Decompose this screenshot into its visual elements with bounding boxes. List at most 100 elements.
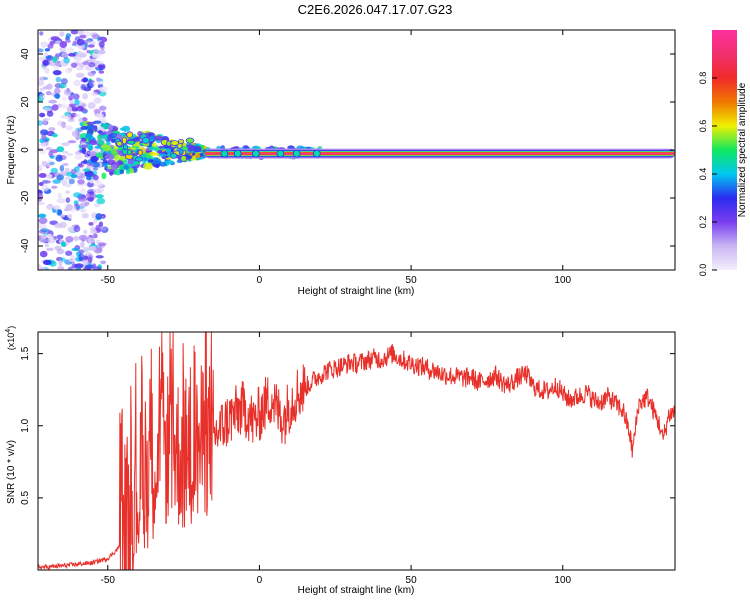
scatter-blob: [93, 108, 102, 114]
wedge-blob: [107, 159, 116, 166]
wedge-blob: [81, 137, 87, 142]
scatter-blob: [76, 267, 82, 270]
scatter-blob: [59, 47, 67, 53]
scatter-blob: [45, 91, 52, 96]
scatter-blob: [84, 201, 90, 206]
wedge-blob: [123, 164, 129, 170]
scatter-blob: [81, 117, 88, 122]
scatter-blob: [45, 204, 53, 210]
scatter-blob: [87, 256, 93, 264]
wedge-blob: [127, 158, 134, 165]
scatter-blob: [47, 233, 52, 238]
wedge-peak: [169, 152, 178, 159]
scatter-blob: [46, 110, 54, 117]
x-tick-label: 100: [554, 275, 571, 286]
scatter-blob: [82, 61, 89, 66]
scatter-blob: [54, 62, 62, 67]
scatter-blob: [66, 152, 74, 156]
scatter-blob: [38, 217, 48, 224]
scatter-blob: [58, 259, 63, 267]
y-tick-label: 0: [20, 147, 31, 153]
scatter-blob: [47, 43, 54, 49]
snr-exponent-label: (x104): [5, 326, 16, 350]
scatter-blob: [43, 117, 50, 121]
scatter-blob: [93, 218, 98, 224]
scatter-blob: [80, 83, 87, 91]
scatter-blob: [92, 266, 102, 270]
x-tick-label: 50: [406, 575, 418, 586]
wedge-blob: [148, 146, 158, 151]
scatter-blob: [71, 112, 77, 118]
scatter-blob: [38, 164, 43, 172]
scatter-blob: [98, 70, 105, 74]
scatter-blob: [38, 197, 42, 202]
scatter-blob: [56, 234, 64, 240]
scatter-blob: [81, 102, 87, 108]
scatter-blob: [73, 79, 81, 87]
scatter-blob: [86, 82, 94, 89]
scatter-blob: [80, 241, 85, 248]
scatter-blob: [68, 52, 76, 57]
scatter-blob: [47, 237, 56, 244]
wedge-blob: [80, 144, 89, 149]
scatter-blob: [67, 266, 73, 270]
scatter-blob: [51, 104, 59, 111]
scatter-blob: [60, 104, 68, 109]
scatter-blob: [45, 147, 52, 151]
wedge-blob: [118, 154, 127, 161]
spectrogram-panel: [38, 30, 675, 270]
scatter-blob: [83, 229, 88, 234]
ridge-bead: [312, 149, 321, 158]
snr-y-label: SNR (10 * v/v): [6, 440, 17, 504]
wedge-blob: [114, 154, 120, 162]
colorbar-axes: 0.0 0.2 0.4 0.6 0.8: [698, 72, 717, 276]
ridge-line: [204, 148, 675, 159]
scatter-blob: [38, 213, 47, 218]
y-tick-label: 0.5: [20, 490, 31, 504]
wedge-peak: [178, 149, 184, 155]
scatter-blob: [61, 52, 68, 58]
scatter-blob: [98, 60, 104, 66]
snr-series-line: [38, 332, 675, 570]
wedge-peak: [126, 131, 134, 139]
scatter-blob: [38, 143, 42, 147]
y-tick-label: 1.0: [20, 418, 31, 432]
wedge-blob: [147, 159, 154, 163]
scatter-blob: [77, 198, 87, 202]
scatter-blob: [39, 87, 45, 92]
wedge-peak: [178, 138, 185, 144]
wedge-blob: [158, 145, 164, 149]
wedge-blob: [80, 126, 88, 130]
x-tick-label: -50: [101, 575, 116, 586]
wedge-blob: [110, 149, 117, 154]
ridge-bead: [276, 149, 285, 158]
scatter-blob: [90, 227, 97, 235]
y-tick-label: -20: [20, 190, 31, 205]
scatter-blob: [100, 226, 107, 231]
scatter-blob: [39, 31, 44, 36]
scatter-blob: [98, 64, 105, 69]
scatter-blob: [91, 34, 100, 40]
wedge-blob: [83, 159, 88, 165]
wedge-blob: [85, 132, 93, 139]
scatter-blob: [70, 30, 79, 35]
scatter-blob: [65, 236, 74, 243]
wedge-blob: [152, 158, 161, 165]
scatter-blob: [76, 172, 82, 177]
wedge-blob: [102, 123, 109, 130]
snr-x-label: Height of straight line (km): [298, 585, 415, 596]
wedge-peak: [116, 140, 123, 147]
y-tick-label: 40: [20, 48, 31, 60]
scatter-blob: [56, 248, 65, 255]
scatter-blob: [38, 201, 45, 206]
scatter-blob: [39, 250, 48, 258]
scatter-blob: [41, 160, 47, 167]
colorbar-tick-label: 0.8: [698, 72, 708, 85]
scatter-blob: [53, 93, 61, 99]
scatter-blob: [65, 67, 72, 74]
wedge-blob: [97, 134, 103, 141]
scatter-blob: [88, 222, 94, 226]
scatter-blob: [60, 241, 66, 247]
scatter-blob: [68, 103, 77, 107]
